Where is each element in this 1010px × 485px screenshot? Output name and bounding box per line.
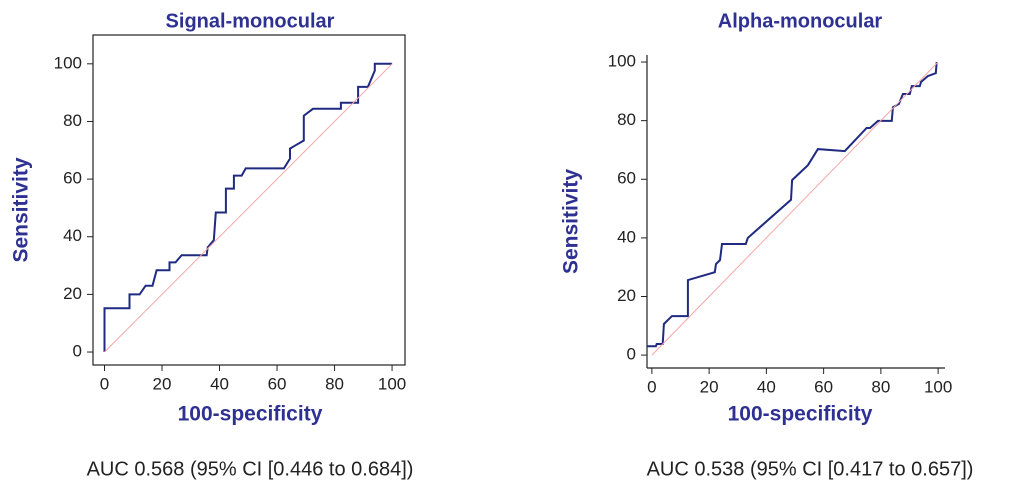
x-tick-label: 60 [268,374,287,393]
y-tick-label: 20 [617,286,636,305]
chart-title: Signal-monocular [166,10,335,32]
y-tick-label: 0 [73,342,82,361]
y-tick-label: 80 [617,110,636,129]
x-tick-label: 100 [924,377,952,396]
auc-annotation: AUC 0.568 (95% CI [0.446 to 0.684]) [87,458,414,480]
y-tick-label: 100 [608,52,636,71]
chart-title: Alpha-monocular [718,10,883,32]
y-tick-label: 60 [63,169,82,188]
y-tick-label: 100 [54,53,82,72]
x-tick-label: 20 [700,377,719,396]
y-tick-label: 80 [63,111,82,130]
x-tick-label: 80 [325,374,344,393]
x-tick-label: 60 [814,377,833,396]
plot-frame [92,34,406,366]
x-tick-label: 20 [153,374,172,393]
x-tick-label: 0 [647,377,656,396]
x-tick-label: 40 [757,377,776,396]
y-axis-label: Sensitivity [10,157,33,262]
y-tick-label: 20 [63,284,82,303]
y-tick-label: 0 [627,345,636,364]
x-tick-label: 0 [100,374,109,393]
y-tick-label: 40 [617,227,636,246]
y-axis-label: Sensitivity [560,169,583,274]
x-tick-label: 40 [210,374,229,393]
x-axis-label: 100-specificity [728,403,873,426]
auc-annotation: AUC 0.538 (95% CI [0.417 to 0.657]) [647,458,974,480]
y-tick-label: 40 [63,226,82,245]
y-tick-label: 60 [617,169,636,188]
x-axis-label: 100-specificity [178,403,323,426]
roc-line [651,61,939,356]
roc-line [647,61,938,348]
roc-line [104,63,393,353]
x-tick-label: 80 [871,377,890,396]
roc-line [103,62,393,352]
x-tick-label: 100 [378,374,406,393]
